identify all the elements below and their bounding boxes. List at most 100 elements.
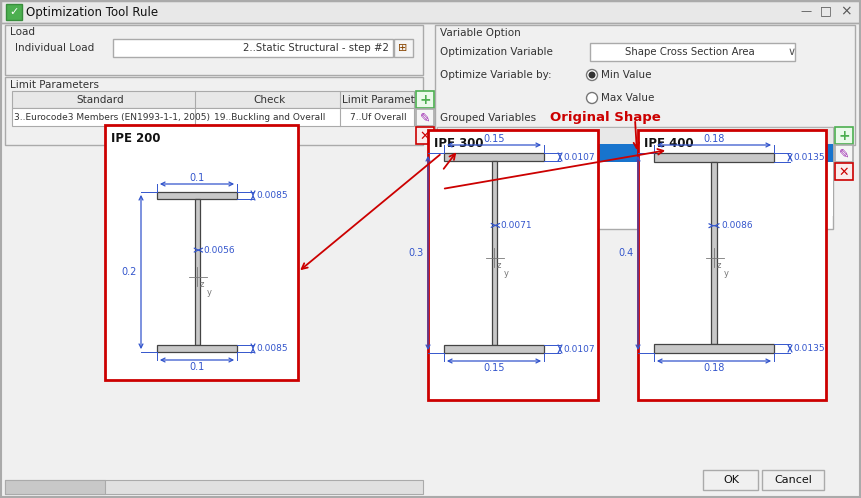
Text: 0.0086: 0.0086 bbox=[721, 221, 753, 230]
Text: 0.1: 0.1 bbox=[189, 173, 205, 183]
Bar bbox=[5, 25, 423, 75]
Text: Load: Load bbox=[10, 27, 35, 37]
Bar bbox=[416, 91, 434, 108]
Text: ⊞: ⊞ bbox=[399, 43, 408, 53]
Bar bbox=[835, 163, 853, 180]
Text: Max Value: Max Value bbox=[601, 93, 654, 103]
Bar bbox=[6, 4, 22, 20]
Text: 0.0107: 0.0107 bbox=[563, 152, 595, 161]
Bar bbox=[12, 91, 414, 108]
Text: —: — bbox=[801, 6, 812, 16]
Text: Limit Parameters: Limit Parameters bbox=[10, 80, 99, 90]
Text: Grouped Variables: Grouped Variables bbox=[440, 113, 536, 123]
Bar bbox=[157, 192, 237, 199]
Text: Shape=IPE 200 - I-Beam: Shape=IPE 200 - I-Beam bbox=[443, 166, 570, 176]
Bar bbox=[835, 127, 853, 144]
Text: 0.0135: 0.0135 bbox=[793, 344, 825, 353]
Text: 0.0085: 0.0085 bbox=[256, 191, 288, 200]
Bar bbox=[5, 480, 105, 494]
Bar bbox=[703, 470, 758, 490]
Bar bbox=[654, 153, 774, 162]
Text: IPE 200: IPE 200 bbox=[111, 131, 160, 144]
Bar bbox=[654, 344, 774, 353]
Text: 19..Buckling and Overall: 19..Buckling and Overall bbox=[214, 113, 325, 122]
Bar bbox=[5, 480, 423, 494]
Text: Check: Check bbox=[254, 95, 286, 105]
Text: 0.0056: 0.0056 bbox=[203, 246, 235, 254]
Text: Selection: Selection bbox=[443, 131, 492, 141]
Bar bbox=[590, 43, 795, 61]
Text: OK: OK bbox=[723, 475, 739, 485]
Text: 0.1: 0.1 bbox=[189, 362, 205, 372]
Bar bbox=[195, 199, 200, 345]
Text: 3..Eurocode3 Members (EN1993-1-1, 2005): 3..Eurocode3 Members (EN1993-1-1, 2005) bbox=[14, 113, 210, 122]
Bar bbox=[835, 145, 853, 162]
Text: ✕: ✕ bbox=[420, 129, 430, 142]
Text: z: z bbox=[717, 260, 722, 269]
Text: Shape=IPE 300 - I-Beam: Shape=IPE 300 - I-Beam bbox=[443, 184, 570, 194]
Text: Variable Option: Variable Option bbox=[440, 28, 521, 38]
Text: Shape Cross Section Area: Shape Cross Section Area bbox=[625, 47, 755, 57]
Text: Optimize Variable by:: Optimize Variable by: bbox=[440, 70, 552, 80]
Bar bbox=[711, 162, 717, 344]
Text: Limit Paramet: Limit Paramet bbox=[342, 95, 414, 105]
Text: +: + bbox=[419, 93, 430, 107]
Bar bbox=[437, 144, 833, 162]
Bar bbox=[1, 1, 860, 23]
Text: 7..Uf Overall: 7..Uf Overall bbox=[350, 113, 406, 122]
Bar bbox=[437, 198, 833, 216]
Text: 0.0071: 0.0071 bbox=[500, 221, 532, 230]
Text: Cancel: Cancel bbox=[774, 475, 812, 485]
Text: y: y bbox=[207, 287, 212, 296]
Text: 0.0135: 0.0135 bbox=[793, 153, 825, 162]
Circle shape bbox=[586, 93, 598, 104]
Bar bbox=[105, 125, 298, 380]
Bar bbox=[113, 39, 393, 57]
Text: 0.0107: 0.0107 bbox=[563, 345, 595, 354]
Text: 0.0085: 0.0085 bbox=[256, 344, 288, 353]
Bar bbox=[492, 161, 497, 345]
Circle shape bbox=[589, 72, 595, 78]
Text: 0.15: 0.15 bbox=[483, 134, 505, 144]
Bar bbox=[157, 345, 237, 352]
Text: Standard: Standard bbox=[76, 95, 124, 105]
Text: 0.15: 0.15 bbox=[483, 363, 505, 373]
Text: 0.4: 0.4 bbox=[619, 248, 634, 258]
Bar bbox=[435, 25, 855, 145]
Bar bbox=[762, 470, 824, 490]
Bar bbox=[444, 345, 544, 353]
Text: z: z bbox=[200, 279, 204, 288]
Text: Original Shape: Original Shape bbox=[550, 111, 660, 124]
Text: 0.18: 0.18 bbox=[703, 134, 725, 144]
Text: ×: × bbox=[840, 4, 852, 18]
Text: 0.3: 0.3 bbox=[409, 248, 424, 258]
Text: ✎: ✎ bbox=[420, 112, 430, 124]
Circle shape bbox=[586, 70, 598, 81]
Text: Optimization Variable: Optimization Variable bbox=[440, 47, 553, 57]
Bar bbox=[5, 77, 423, 145]
Text: z: z bbox=[497, 260, 501, 269]
Bar bbox=[428, 130, 598, 400]
Bar bbox=[437, 162, 833, 180]
Text: □: □ bbox=[821, 4, 832, 17]
Text: Shape=IPE 400 - I-Beam: Shape=IPE 400 - I-Beam bbox=[443, 202, 570, 212]
Bar bbox=[437, 180, 833, 198]
Text: 0.18: 0.18 bbox=[703, 363, 725, 373]
Bar bbox=[638, 130, 826, 400]
Text: IPE 400: IPE 400 bbox=[644, 136, 694, 149]
Text: y: y bbox=[724, 268, 729, 277]
Bar bbox=[437, 127, 833, 229]
Text: Min Value: Min Value bbox=[601, 70, 652, 80]
Text: y: y bbox=[504, 268, 509, 277]
Text: Individual Load: Individual Load bbox=[15, 43, 94, 53]
Text: 2..Static Structural - step #2: 2..Static Structural - step #2 bbox=[243, 43, 389, 53]
Text: IPE 300: IPE 300 bbox=[434, 136, 484, 149]
Bar bbox=[416, 109, 434, 126]
Bar bbox=[12, 108, 414, 126]
Text: 0.2: 0.2 bbox=[121, 267, 137, 277]
Text: +: + bbox=[839, 129, 850, 143]
Text: Beam '5..IPE 100': Beam '5..IPE 100' bbox=[443, 148, 534, 158]
Bar bbox=[416, 127, 434, 144]
Text: ✓: ✓ bbox=[9, 7, 19, 17]
Text: ∨: ∨ bbox=[788, 47, 796, 57]
